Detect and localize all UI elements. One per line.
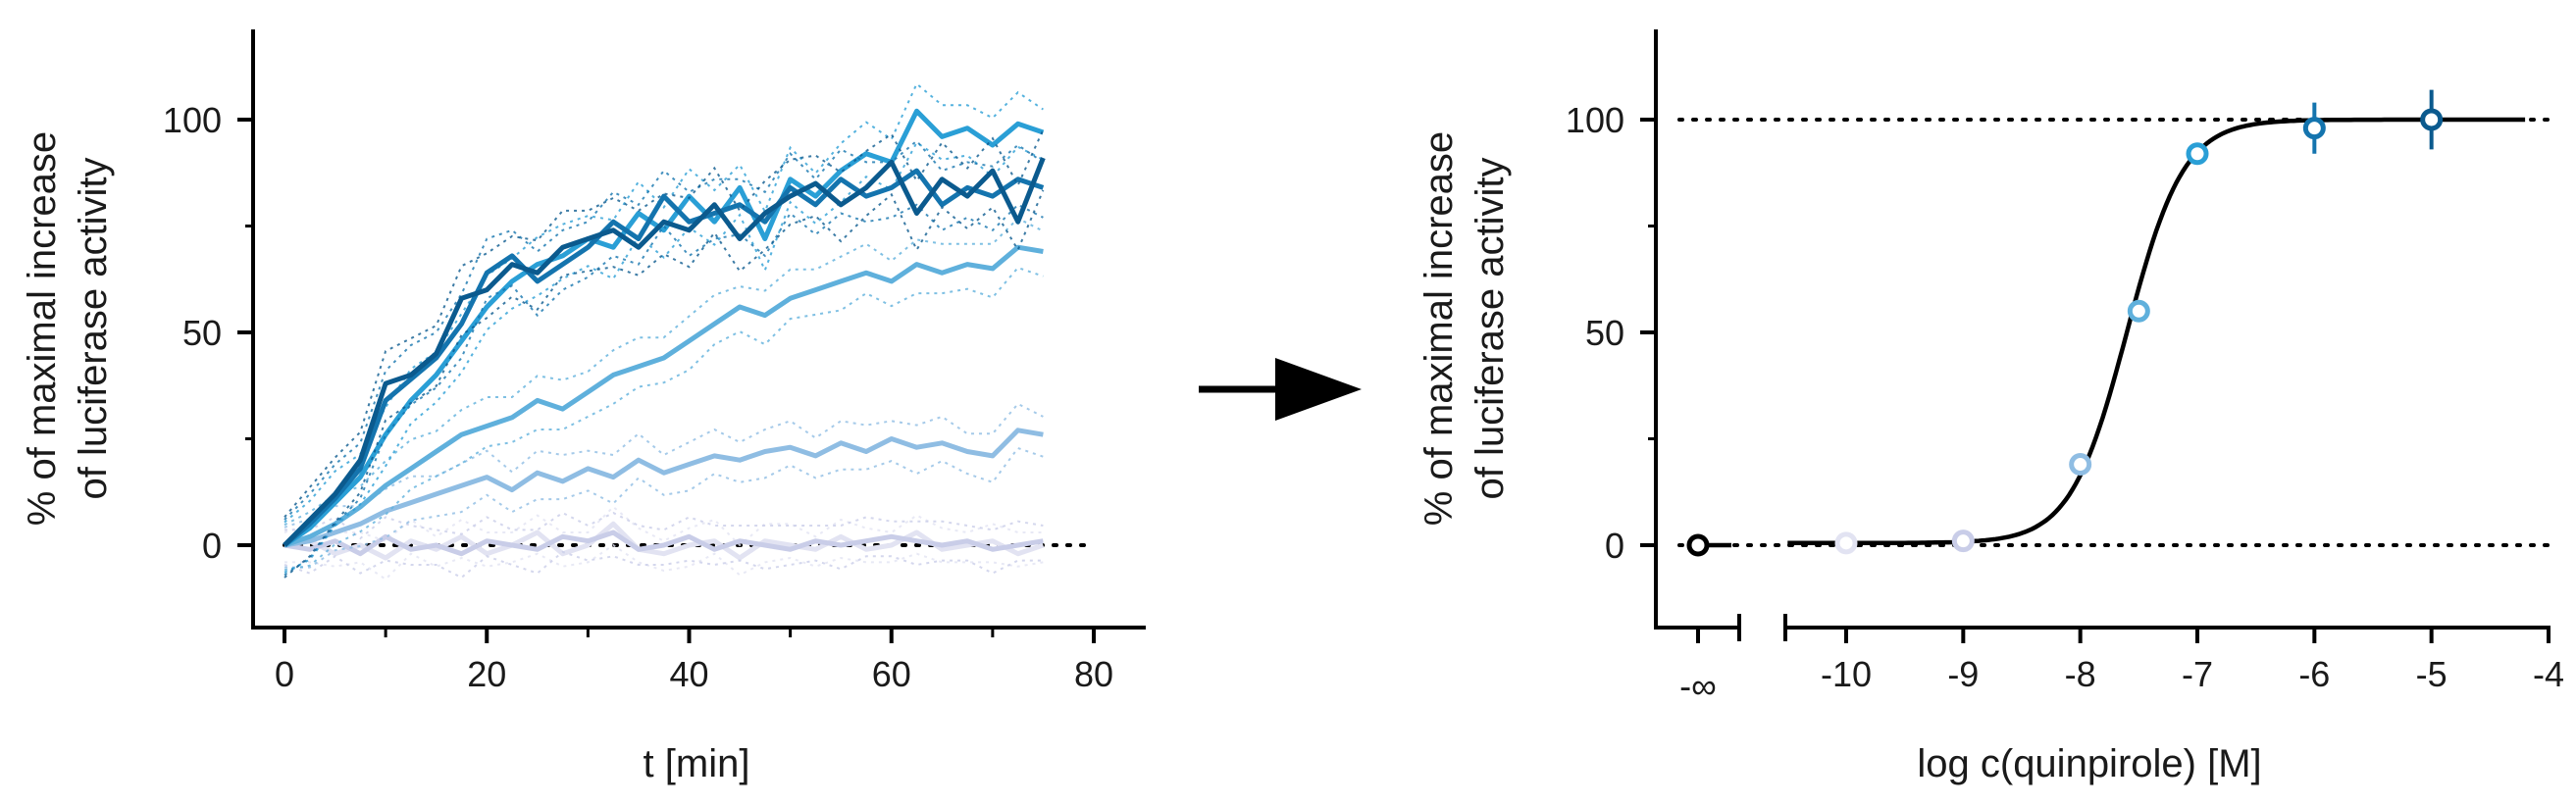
timecourse-x-axis-label: t [min] [644,742,750,785]
x-tick-label: -4 [2533,654,2564,694]
series-error-band-lower [284,446,1044,569]
series-line [283,530,1044,557]
series-error-band-upper [284,511,1044,540]
series-line [283,428,1044,548]
y-tick-label: 0 [1605,526,1624,566]
series-error-band-lower [284,543,1044,580]
x-tick-label: 20 [467,654,506,694]
data-point [2127,299,2150,323]
series-error-band-lower [283,266,1044,572]
series-line [283,108,1045,548]
x-break-tick-label: -∞ [1679,666,1717,706]
timecourse-chart: 0 50 100 0 20 40 60 80 % of maximal increase o… [21,29,1146,785]
series-line [283,157,1046,547]
x-tick-label: -10 [1821,654,1872,694]
fit-curve [1787,117,2526,546]
y-tick-label: 0 [202,526,222,566]
series-error-band-lower [283,140,1044,574]
series-error-band-lower [283,189,1045,579]
arrow-icon [1199,358,1362,421]
data-point [2302,117,2326,140]
x-tick-label: 0 [275,654,294,694]
x-tick-label: 60 [872,654,911,694]
series-error-band-upper [283,139,1044,521]
y-tick-label: 50 [182,313,222,353]
x-tick-label: 40 [669,654,708,694]
timecourse-series-group [283,81,1046,580]
series-error-band-lower [283,203,1044,577]
series-line [283,168,1045,547]
x-tick-label: -9 [1947,654,1979,694]
series-line [283,521,1045,561]
series-error-band-upper [283,81,1044,524]
series-error-band-upper [283,402,1044,529]
y-tick-label: 100 [163,100,222,140]
data-point [2069,453,2092,477]
x-tick-label: 80 [1074,654,1113,694]
series-error-band-upper [283,217,1044,527]
dose-response-chart: 0 50 100 -10 -9 -8 -7 -6 -5 -4 -∞ % of maximal in… [1417,29,2564,785]
x-tick-label: -8 [2065,654,2096,694]
data-point [1834,531,1858,555]
y-tick-label: 100 [1566,100,1624,140]
y-tick-label: 50 [1585,313,1624,353]
x-tick-label: -5 [2416,654,2447,694]
data-point [1686,533,1710,557]
series-error-band-lower [283,550,1044,580]
x-tick-label: -7 [2182,654,2213,694]
series-line [283,244,1044,548]
dose-response-y-axis-label-line2: of luciferase activity [1468,157,1512,499]
data-point [2420,108,2444,131]
data-point [1951,530,1975,553]
data-point [2186,142,2209,166]
x-tick-label: -6 [2298,654,2330,694]
dose-response-x-axis-label: log c(quinpirole) [M] [1917,742,2261,785]
dose-response-y-axis-label-line1: % of maximal increase [1417,131,1461,526]
timecourse-y-axis-label-line2: of luciferase activity [72,157,115,499]
timecourse-y-axis-label-line1: % of maximal increase [21,131,64,526]
